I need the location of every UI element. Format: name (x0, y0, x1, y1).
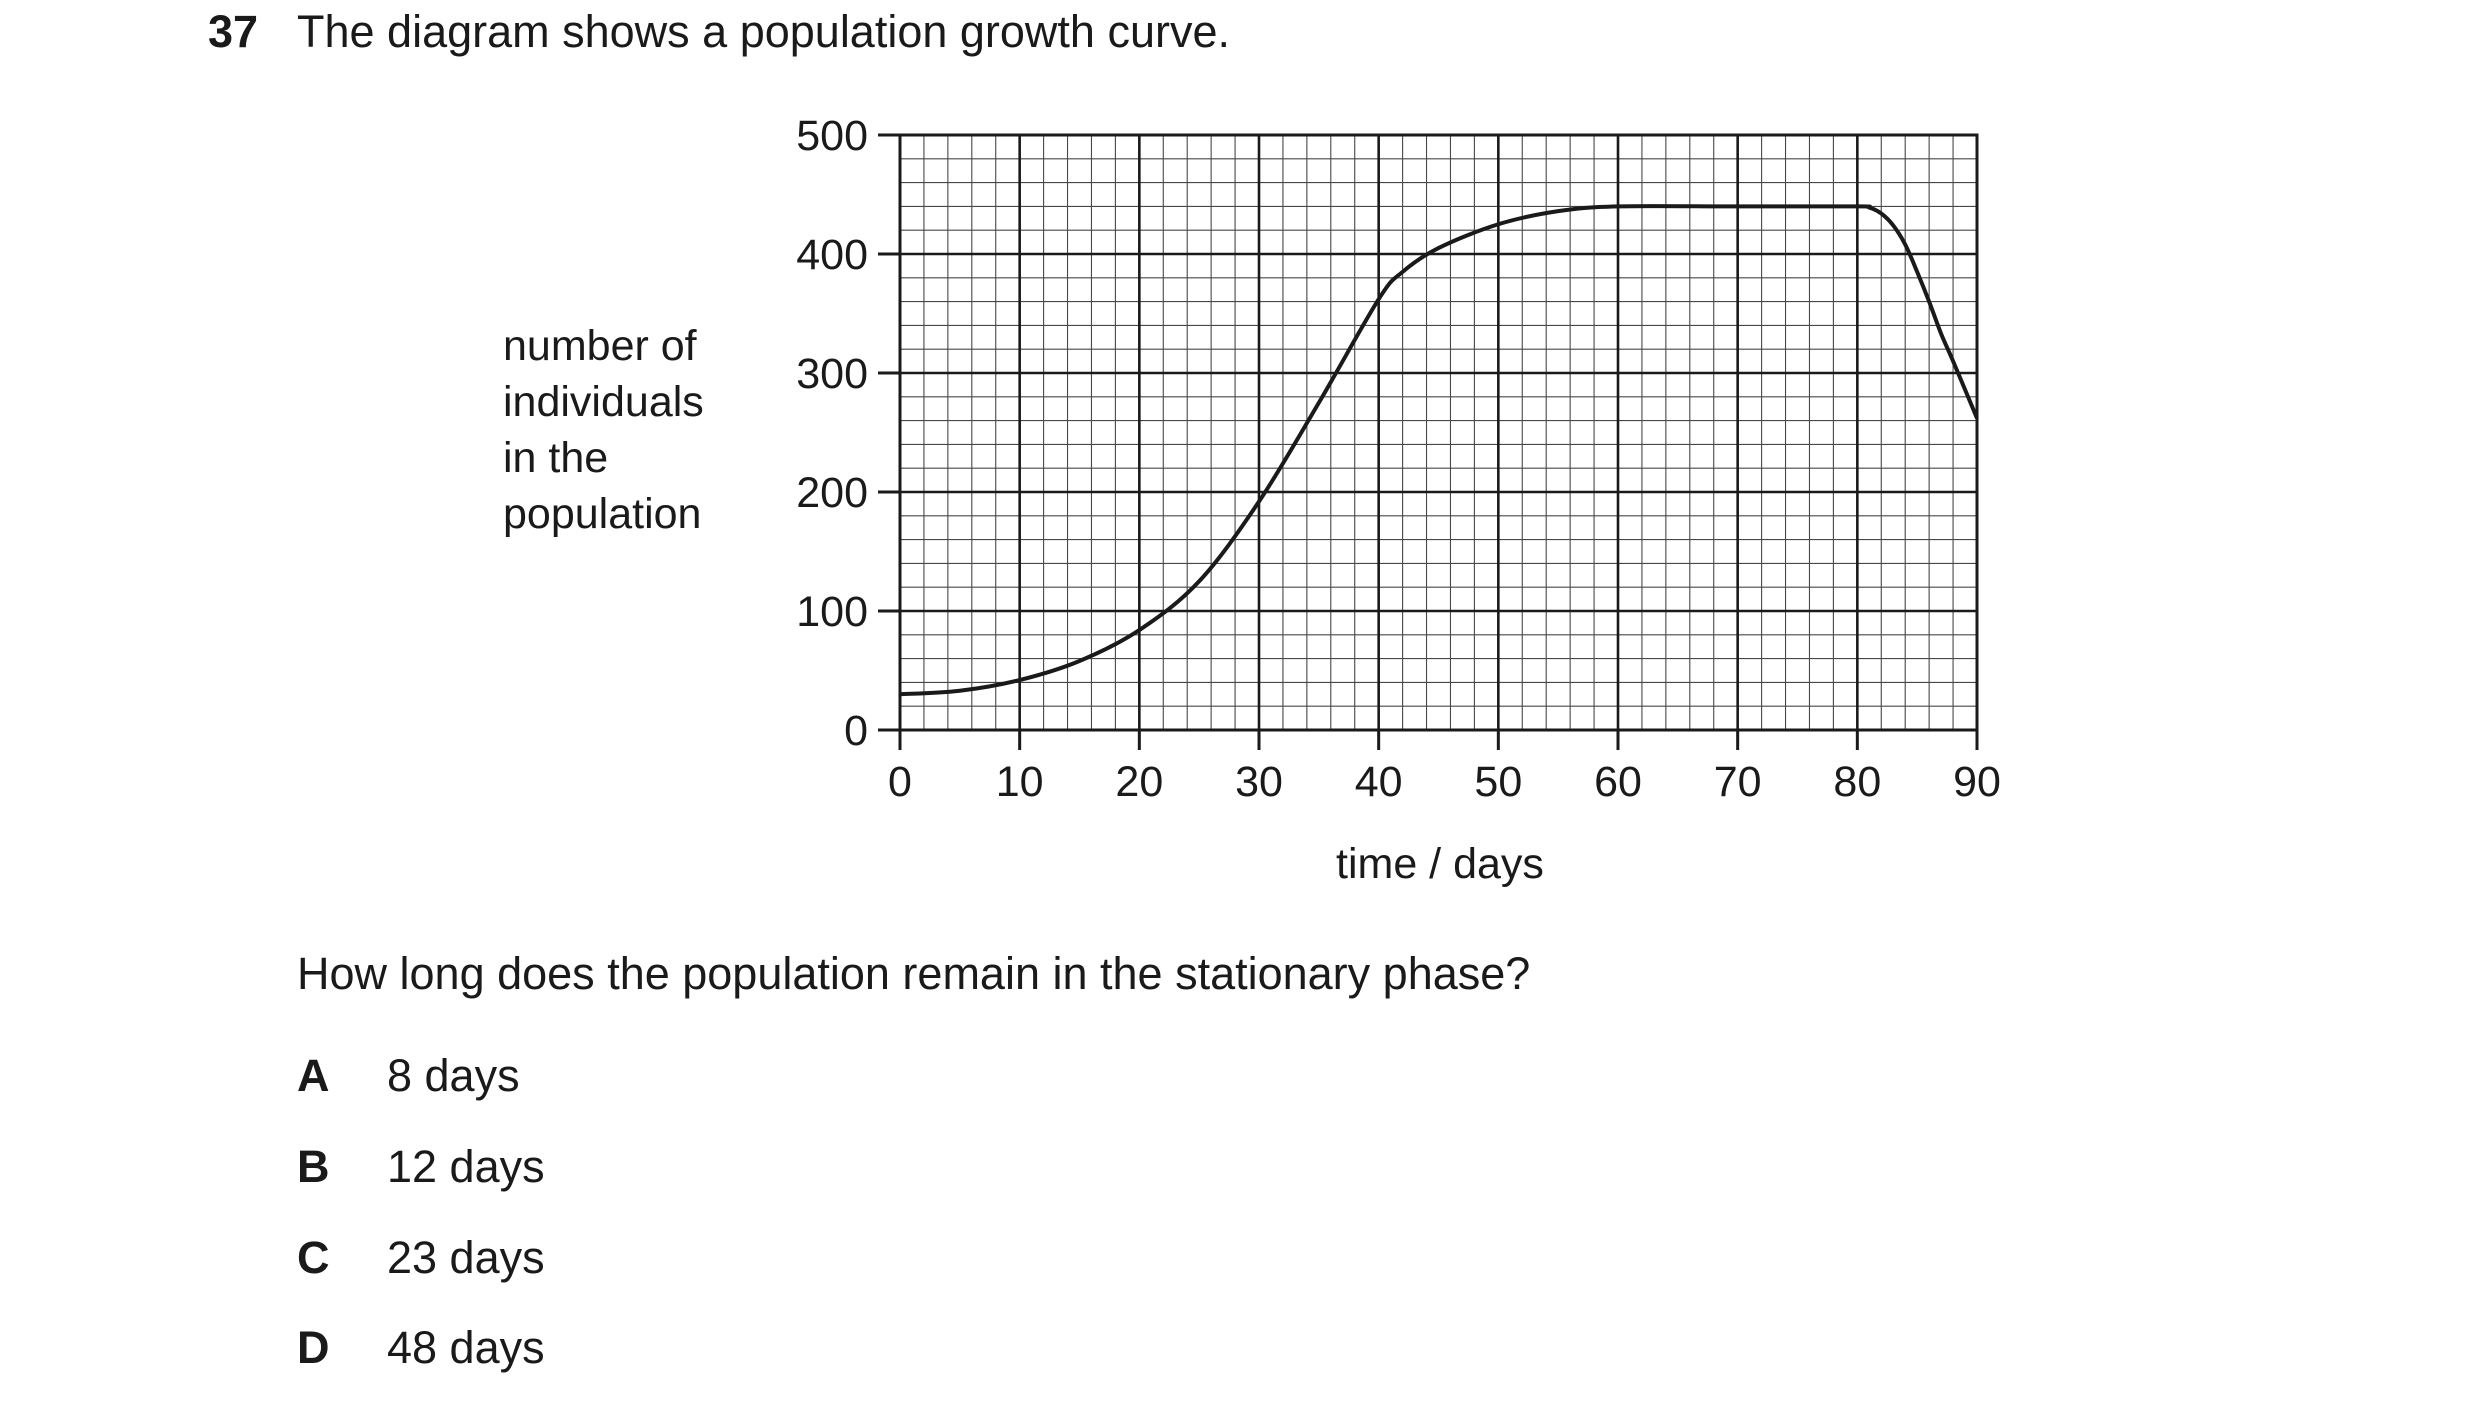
x-tick-label: 40 (1355, 758, 1403, 806)
x-tick-label: 20 (1115, 758, 1163, 806)
option-d-text: 48 days (387, 1322, 545, 1373)
question-stem: The diagram shows a population growth cu… (297, 6, 1231, 57)
y-tick-label: 200 (796, 469, 868, 517)
y-tick-label: 500 (796, 112, 868, 160)
question-prompt: How long does the population remain in t… (297, 948, 1531, 999)
x-tick-label: 50 (1474, 758, 1522, 806)
x-tick-label: 30 (1235, 758, 1283, 806)
x-axis-label: time / days (1336, 840, 1544, 888)
option-c-letter: C (297, 1232, 330, 1283)
y-axis-label-line-4: population (503, 490, 702, 538)
y-tick-label: 300 (796, 350, 868, 398)
y-axis-label: number of individuals in the population (503, 318, 704, 542)
y-tick-label: 400 (796, 231, 868, 279)
y-axis-label-line-2: individuals (503, 378, 704, 426)
plot-frame (898, 133, 1979, 732)
population-curve-line (899, 204, 1979, 697)
option-a-text: 8 days (387, 1050, 520, 1101)
option-b-letter: B (297, 1141, 330, 1192)
x-tick-label: 0 (888, 758, 912, 806)
option-c-text: 23 days (387, 1232, 545, 1283)
x-tick-label: 90 (1953, 758, 2001, 806)
option-d-letter: D (297, 1322, 330, 1373)
minor-grid (899, 134, 1978, 731)
y-axis-label-line-3: in the (503, 434, 609, 482)
y-axis-label-line-1: number of (503, 322, 697, 370)
y-tick-label: 100 (796, 588, 868, 636)
x-tick-label: 10 (996, 758, 1044, 806)
y-tick-label: 0 (844, 707, 868, 755)
x-tick-label: 80 (1833, 758, 1881, 806)
x-tick-label: 60 (1594, 758, 1642, 806)
option-a-letter: A (297, 1050, 330, 1101)
x-tick-label: 70 (1714, 758, 1762, 806)
question-number: 37 (208, 6, 259, 57)
major-grid (898, 133, 1979, 732)
option-b-text: 12 days (387, 1141, 545, 1192)
